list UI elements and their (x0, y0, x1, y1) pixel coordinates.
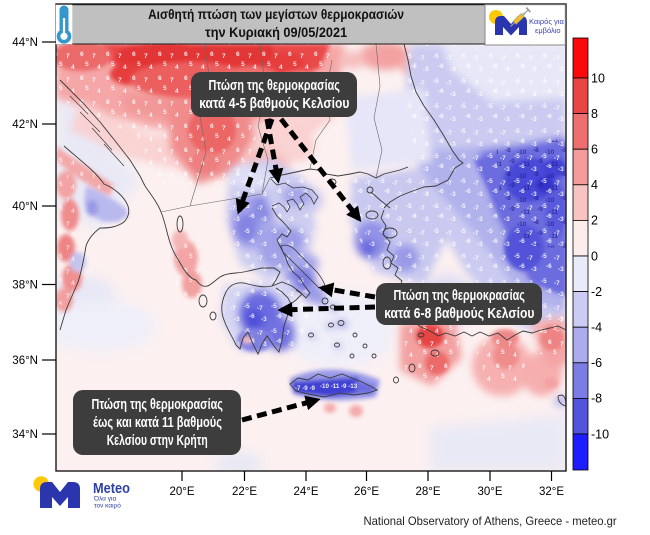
svg-text:32°E: 32°E (539, 486, 564, 498)
svg-text:20°E: 20°E (169, 486, 194, 498)
svg-text:34°N: 34°N (12, 429, 38, 441)
svg-text:44°N: 44°N (12, 37, 38, 49)
svg-text:28°E: 28°E (415, 486, 440, 498)
svg-text:Meteo: Meteo (93, 480, 130, 497)
svg-text:10: 10 (591, 72, 605, 86)
svg-text:40°N: 40°N (12, 201, 38, 213)
svg-text:24°E: 24°E (293, 486, 318, 498)
svg-text:-8: -8 (591, 392, 602, 406)
svg-text:4: 4 (591, 178, 598, 192)
svg-text:22°E: 22°E (232, 486, 257, 498)
svg-text:36°N: 36°N (12, 355, 38, 367)
svg-text:-6: -6 (591, 356, 602, 370)
svg-text:Καιρός για: Καιρός για (529, 17, 564, 26)
svg-text:26°E: 26°E (354, 486, 379, 498)
svg-text:6: 6 (591, 143, 598, 157)
svg-text:2: 2 (591, 214, 598, 228)
svg-text:-7 -9 -9: -7 -9 -9 (295, 385, 316, 392)
svg-text:εμβόλιο: εμβόλιο (535, 26, 561, 35)
svg-text:-10: -10 (591, 428, 609, 442)
svg-text:Όλα για: Όλα για (93, 496, 116, 503)
svg-text:8: 8 (591, 107, 598, 121)
svg-text:-4: -4 (591, 321, 602, 335)
svg-text:-2: -2 (591, 285, 602, 299)
svg-text:30°E: 30°E (477, 486, 502, 498)
svg-text:42°N: 42°N (12, 119, 38, 131)
svg-text:-10 -11 -9 -13: -10 -11 -9 -13 (320, 383, 358, 390)
svg-text:0: 0 (591, 250, 598, 264)
svg-text:38°N: 38°N (12, 280, 38, 292)
svg-text:τον καιρό: τον καιρό (94, 502, 121, 510)
